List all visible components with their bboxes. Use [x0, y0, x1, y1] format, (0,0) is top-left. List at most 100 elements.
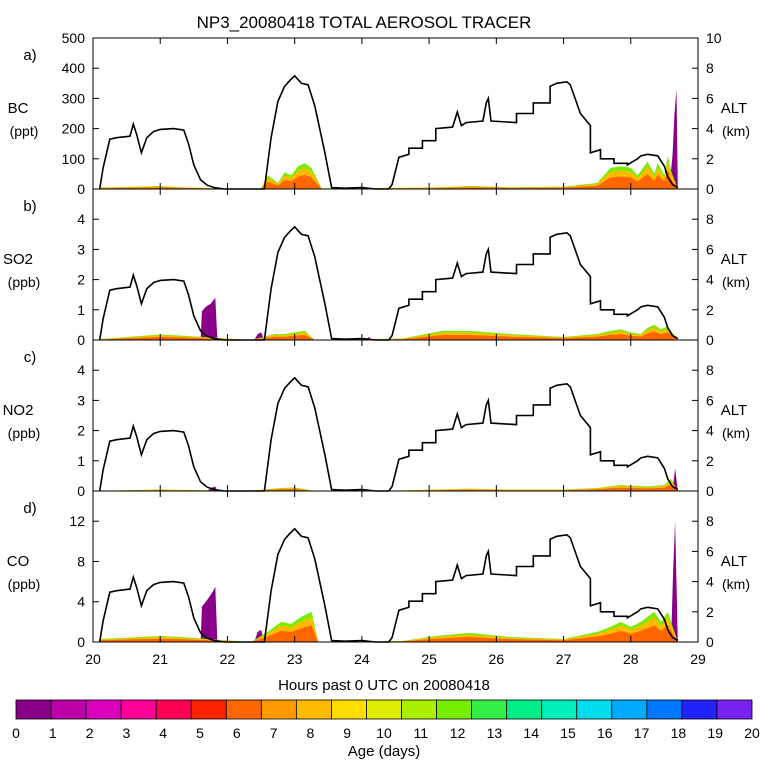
alt-tick-label: 6	[706, 392, 714, 408]
alt-tick-label: 2	[706, 302, 714, 318]
colorbar-label: Age (days)	[348, 743, 421, 760]
colorbar-swatch	[331, 699, 367, 720]
alt-label: ALT	[721, 553, 747, 570]
tracer-area-aged-mid	[99, 327, 678, 340]
species-label: NO2	[3, 402, 34, 419]
y-tick-label: 500	[62, 30, 86, 46]
tracer-area-aged-core	[99, 484, 678, 491]
x-axis-label: Hours past 0 UTC on 20080418	[278, 677, 490, 694]
species-label: SO2	[3, 251, 33, 268]
tracer-area-aged-mid	[99, 161, 678, 189]
x-tick-label: 22	[220, 651, 236, 667]
y-tick-label: 0	[77, 332, 85, 348]
colorbar-tick-label: 7	[270, 725, 278, 741]
alt-tick-label: 10	[706, 30, 722, 46]
colorbar-tick-label: 14	[523, 725, 539, 741]
colorbar-swatch	[85, 699, 122, 720]
panel-frame	[92, 37, 699, 190]
alt-tick-label: 2	[706, 151, 714, 167]
colorbar-swatch	[471, 699, 508, 720]
y-tick-label: 2	[77, 272, 85, 288]
alt-unit-label: (km)	[722, 274, 750, 290]
y-tick-label: 4	[77, 362, 85, 378]
colorbar-swatch	[401, 699, 437, 720]
tracer-area-aged-core	[99, 170, 678, 189]
colorbar-tick-label: 20	[744, 725, 760, 741]
colorbar-swatch	[611, 699, 648, 720]
y-tick-label: 300	[62, 90, 86, 106]
y-tick-label: 2	[77, 423, 85, 439]
panel-frame	[92, 188, 699, 341]
colorbar-tick-label: 11	[414, 725, 429, 741]
alt-tick-label: 8	[706, 60, 714, 76]
alt-tick-label: 6	[706, 241, 714, 257]
colorbar-swatch	[506, 699, 543, 720]
alt-tick-label: 0	[706, 634, 714, 650]
altitude-line	[98, 527, 679, 643]
colorbar-tick-label: 2	[86, 725, 94, 741]
unit-label: (ppb)	[8, 274, 41, 290]
colorbar-tick-label: 19	[707, 725, 723, 741]
panels: 01002003004005000246810a)BC(ppt)ALT(km)0…	[3, 30, 750, 667]
panel-2: 0 1 2 3 4 0 2 4 6 8 c) NO2 (ppb) ALT (km)	[3, 339, 750, 499]
colorbar-tick-label: 1	[49, 725, 57, 741]
colorbar-tick-label: 10	[376, 725, 392, 741]
panel-frame	[92, 490, 699, 643]
x-tick-label: 21	[152, 651, 168, 667]
alt-unit-label: (km)	[722, 576, 750, 592]
colorbar-tick-label: 12	[450, 725, 466, 741]
colorbar-tick-label: 18	[671, 725, 687, 741]
x-tick-label: 24	[354, 651, 370, 667]
y-tick-label: 0	[77, 634, 85, 650]
alt-tick-label: 4	[706, 423, 714, 439]
panel-1: 0 1 2 3 4 0 2 4 6 8 b) SO2 (ppb) ALT (km)	[3, 188, 750, 348]
alt-tick-label: 0	[706, 483, 714, 499]
colorbar: 0 1 2 3 4 5 6 7 8 9 10 11 12 13 14 15 16 17 18 19 20	[12, 699, 760, 741]
species-label: BC	[8, 100, 29, 117]
colorbar-swatch	[50, 699, 87, 720]
tracer-area-young	[669, 89, 678, 189]
colorbar-tick-label: 13	[487, 725, 503, 741]
colorbar-tick-label: 5	[196, 725, 204, 741]
colorbar-swatch	[541, 699, 578, 720]
panel-0: 0 100 200 300 400 500 0 2 4 6 8 10 a) BC (ppt) ALT (km)	[8, 30, 750, 197]
tracer-area-aged-core	[99, 331, 678, 340]
species-label: CO	[7, 553, 30, 570]
altitude-line	[98, 74, 679, 190]
y-tick-label: 4	[77, 594, 85, 610]
alt-tick-label: 0	[706, 332, 714, 348]
alt-tick-label: 4	[706, 121, 714, 137]
colorbar-tick-label: 4	[159, 725, 167, 741]
alt-tick-label: 4	[706, 574, 714, 590]
altitude-line	[98, 376, 679, 492]
y-tick-label: 200	[62, 121, 86, 137]
x-tick-label: 29	[690, 651, 706, 667]
alt-tick-label: 4	[706, 272, 714, 288]
x-tick-label: 27	[556, 651, 572, 667]
alt-tick-label: 2	[706, 453, 714, 469]
colorbar-swatch	[681, 699, 718, 720]
alt-label: ALT	[721, 402, 747, 419]
y-tick-label: 400	[62, 60, 86, 76]
tracer-area-aged-outer	[99, 155, 678, 189]
y-tick-label: 100	[62, 151, 86, 167]
colorbar-swatch	[716, 699, 753, 720]
colorbar-tick-label: 6	[233, 725, 241, 741]
chart-title: NP3_20080418 TOTAL AEROSOL TRACER	[197, 13, 532, 32]
colorbar-swatch	[190, 699, 227, 720]
x-tick-label: 28	[623, 651, 639, 667]
panel-letter: c)	[24, 349, 37, 366]
x-tick-label: 20	[85, 651, 101, 667]
y-tick-label: 0	[77, 483, 85, 499]
alt-tick-label: 6	[706, 543, 714, 559]
alt-tick-label: 8	[706, 362, 714, 378]
colorbar-tick-label: 0	[12, 725, 20, 741]
y-tick-label: 4	[77, 211, 85, 227]
colorbar-swatch	[260, 699, 297, 720]
colorbar-tick-label: 17	[634, 725, 650, 741]
tracer-area-aged-core	[99, 625, 678, 642]
colorbar-tick-label: 9	[343, 725, 351, 741]
unit-label: (ppb)	[8, 576, 41, 592]
alt-unit-label: (km)	[722, 425, 750, 441]
